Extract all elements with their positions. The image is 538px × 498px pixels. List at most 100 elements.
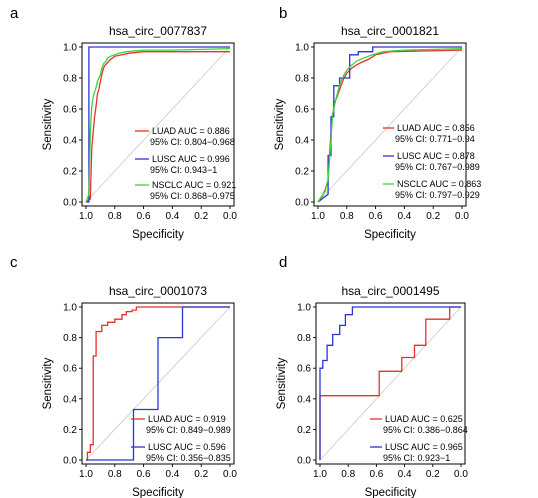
panel-a-x-tick-label: 0.6 bbox=[137, 211, 151, 222]
panel-a-curve-luad bbox=[85, 51, 230, 203]
panel-b-legend-auc-luad: LUAD AUC = 0.856 bbox=[397, 123, 475, 133]
panel-b-frame bbox=[313, 42, 467, 207]
panel-a-legend-auc-lusc: LUSC AUC = 0.996 bbox=[152, 154, 230, 164]
panel-d-x-tick-label: 0.6 bbox=[369, 469, 383, 480]
panel-b-title: hsa_circ_0001821 bbox=[341, 24, 439, 38]
roc-panel-d: d hsa_circ_0001495 1.0 0.8 0.6 0.4 0.2 0.0 0.0 0.… bbox=[276, 254, 468, 498]
panel-d-y-axis-title: Sensitivity bbox=[276, 357, 288, 409]
panel-a-x-tick-label: 0.0 bbox=[223, 211, 237, 222]
panel-b-reference-diagonal bbox=[317, 46, 463, 203]
panel-c-y-tick-label: 0.8 bbox=[63, 333, 77, 344]
panel-d-label: d bbox=[279, 254, 287, 271]
panel-b-x-tick-label: 1.0 bbox=[311, 211, 325, 222]
panel-d-legend-auc-luad: LUAD AUC = 0.625 bbox=[385, 414, 463, 424]
panel-d-x-tick-label: 0.4 bbox=[398, 469, 412, 480]
panel-d-legend-ci-luad: 95% CI: 0.386−0.864 bbox=[383, 425, 468, 435]
panel-d-title: hsa_circ_0001495 bbox=[341, 284, 439, 298]
panel-d-legend-ci-lusc: 95% CI: 0.923−1 bbox=[383, 453, 450, 463]
roc-panel-b: b hsa_circ_0001821 1.0 0.8 0.6 0.4 0.2 0.0 0.0 0.… bbox=[274, 5, 481, 241]
panel-c-y-tick-label: 0.6 bbox=[63, 364, 77, 375]
panel-c-y-tick-label: 0.2 bbox=[63, 425, 77, 436]
panel-b-x-tick-label: 0.2 bbox=[426, 211, 440, 222]
panel-b-legend-ci-luad: 95% CI: 0.771−0.94 bbox=[395, 134, 475, 144]
panel-c-legend-ci-luad: 95% CI: 0.849−0.989 bbox=[146, 425, 231, 435]
panel-c-y-axis-title: Sensitivity bbox=[42, 357, 54, 409]
panel-b-legend-ci-lusc: 95% CI: 0.767−0.989 bbox=[395, 162, 480, 172]
panel-c-x-tick-label: 0.4 bbox=[165, 469, 179, 480]
panel-a-x-tick-label: 0.2 bbox=[194, 211, 208, 222]
panel-c-x-tick-label: 0.0 bbox=[223, 469, 237, 480]
panel-b-legend-auc-nsclc: NSCLC AUC = 0.863 bbox=[397, 179, 481, 189]
panel-b-curve-nsclc bbox=[317, 47, 463, 203]
panel-a-x-tick-label: 1.0 bbox=[79, 211, 93, 222]
panel-c-x-tick-label: 0.2 bbox=[194, 469, 208, 480]
panel-a-y-axis-title: Sensitivity bbox=[42, 98, 54, 150]
roc-panel-a: a hsa_circ_0077837 1.0 0.8 0.6 0.4 0.2 0.0 0.0 0.… bbox=[10, 5, 237, 241]
panel-b-y-tick-label: 0.8 bbox=[295, 74, 309, 85]
panel-c-x-axis-title: Specificity bbox=[132, 487, 184, 498]
panel-a-legend-ci-lusc: 95% CI: 0.943−1 bbox=[150, 165, 217, 175]
panel-b-y-tick-label: 0.6 bbox=[295, 105, 309, 116]
panel-b-label: b bbox=[279, 5, 287, 22]
panel-a-frame bbox=[81, 42, 235, 207]
panel-a-y-tick-label: 1.0 bbox=[63, 43, 77, 54]
panel-d-legend-auc-lusc: LUSC AUC = 0.965 bbox=[385, 442, 463, 452]
panel-c-x-tick-label: 1.0 bbox=[79, 469, 93, 480]
panel-a-x-tick-label: 0.4 bbox=[165, 211, 179, 222]
panel-d-y-tick-label: 0.6 bbox=[297, 364, 311, 375]
panel-a-legend-auc-nsclc: NSCLC AUC = 0.921 bbox=[152, 180, 236, 190]
panel-b-legend-ci-nsclc: 95% CI: 0.797−0.929 bbox=[395, 190, 480, 200]
panel-b-x-tick-label: 0.8 bbox=[340, 211, 354, 222]
panel-c-legend-auc-lusc: LUSC AUC = 0.596 bbox=[148, 442, 226, 452]
panel-a-legend-ci-luad: 95% CI: 0.804−0.968 bbox=[150, 137, 235, 147]
panel-c-y-tick-label: 1.0 bbox=[63, 303, 77, 314]
panel-c-y-tick-label: 0.0 bbox=[63, 456, 77, 467]
panel-a-x-axis-title: Specificity bbox=[132, 229, 184, 241]
panel-a-reference-diagonal bbox=[85, 46, 231, 203]
panel-a-x-tick-label: 0.8 bbox=[108, 211, 122, 222]
panel-a-title: hsa_circ_0077837 bbox=[109, 24, 207, 38]
panel-b-x-tick-label: 0.6 bbox=[369, 211, 383, 222]
panel-a-y-tick-label: 0.8 bbox=[63, 74, 77, 85]
panel-b-legend-auc-lusc: LUSC AUC = 0.878 bbox=[397, 151, 475, 161]
panel-c-legend-ci-lusc: 95% CI: 0.356−0.835 bbox=[146, 453, 231, 463]
panel-d-x-tick-label: 0.2 bbox=[426, 469, 440, 480]
panel-b-x-tick-label: 0.0 bbox=[455, 211, 469, 222]
panel-a-legend-auc-luad: LUAD AUC = 0.886 bbox=[152, 126, 230, 136]
panel-c-legend-auc-luad: LUAD AUC = 0.919 bbox=[148, 414, 226, 424]
panel-c-y-tick-label: 0.4 bbox=[63, 394, 77, 405]
panel-c-title: hsa_circ_0001073 bbox=[109, 284, 207, 298]
panel-b-y-tick-label: 1.0 bbox=[295, 43, 309, 54]
panel-d-x-tick-label: 1.0 bbox=[313, 469, 327, 480]
panel-c-x-tick-label: 0.6 bbox=[137, 469, 151, 480]
panel-d-curve-lusc bbox=[319, 306, 461, 460]
panel-d-y-tick-label: 0.8 bbox=[297, 333, 311, 344]
panel-d-y-tick-label: 0.4 bbox=[297, 394, 311, 405]
panel-c-curve-luad bbox=[86, 306, 230, 461]
panel-d-x-tick-label: 0.0 bbox=[454, 469, 468, 480]
panel-d-curve-luad bbox=[319, 306, 461, 460]
panel-d-y-tick-label: 0.0 bbox=[297, 456, 311, 467]
panel-c-x-tick-label: 0.8 bbox=[108, 469, 122, 480]
panel-d-x-axis-title: Specificity bbox=[365, 487, 417, 498]
panel-d-reference-diagonal bbox=[319, 306, 462, 461]
panel-c-curve-lusc bbox=[86, 306, 230, 461]
panel-a-y-tick-label: 0.2 bbox=[63, 167, 77, 178]
panel-c-frame bbox=[81, 302, 235, 465]
panel-a-legend-ci-nsclc: 95% CI: 0.868−0.975 bbox=[150, 191, 235, 201]
panel-a-label: a bbox=[10, 5, 19, 22]
panel-b-y-tick-label: 0.4 bbox=[295, 136, 309, 147]
panel-a-y-tick-label: 0.4 bbox=[63, 136, 77, 147]
roc-panel-c: c hsa_circ_0001073 1.0 0.8 0.6 0.4 0.2 0.0 0.0 0.… bbox=[10, 254, 237, 498]
panel-d-y-tick-label: 0.2 bbox=[297, 425, 311, 436]
panel-d-y-tick-label: 1.0 bbox=[297, 303, 311, 314]
panel-b-y-tick-label: 0.0 bbox=[295, 198, 309, 209]
panel-d-x-tick-label: 0.8 bbox=[341, 469, 355, 480]
panel-b-y-tick-label: 0.2 bbox=[295, 167, 309, 178]
panel-b-y-axis-title: Sensitivity bbox=[274, 98, 286, 150]
panel-a-curve-nsclc bbox=[85, 47, 231, 203]
panel-b-x-axis-title: Specificity bbox=[364, 229, 416, 241]
panel-c-label: c bbox=[10, 254, 18, 271]
panel-a-y-tick-label: 0.6 bbox=[63, 105, 77, 116]
